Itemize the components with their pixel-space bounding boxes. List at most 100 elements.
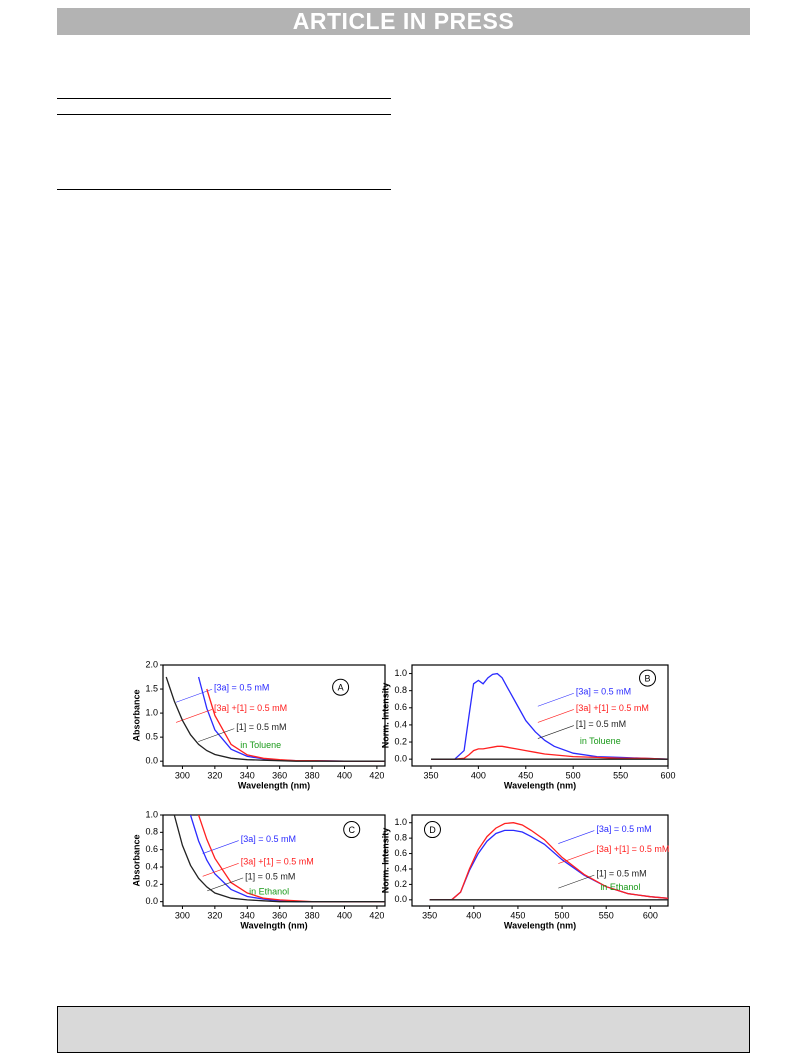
series-line [173, 815, 385, 903]
legend-label: [1] = 0.5 mM [576, 719, 626, 729]
legend-arrow [558, 830, 595, 844]
y-tick-label: 0.6 [394, 848, 407, 858]
x-tick-label: 350 [423, 770, 438, 780]
x-tick-label: 550 [613, 770, 628, 780]
plot-frame [411, 814, 669, 907]
x-tick-label: 600 [660, 770, 675, 780]
table-rule [57, 189, 391, 190]
legend-label: [3a] +[1] = 0.5 mM [576, 703, 649, 713]
y-tick-label: 0.2 [394, 736, 407, 746]
y-tick-label: 1.5 [145, 683, 158, 693]
x-tick-label: 600 [643, 910, 658, 920]
x-axis-label: Wavelngth (nm) [240, 920, 307, 930]
legend-label: [3a] = 0.5 mM [596, 824, 651, 834]
x-tick-label: 400 [337, 910, 352, 920]
x-axis-label: Wavelength (nm) [504, 920, 576, 930]
y-tick-label: 1.0 [145, 809, 158, 819]
panel-circle [343, 821, 361, 839]
y-axis-label: Norm. Intensity [380, 683, 390, 749]
x-tick-label: 400 [337, 770, 352, 780]
x-tick-label: 320 [207, 770, 222, 780]
x-tick-label: 340 [240, 770, 255, 780]
x-tick-label: 400 [466, 910, 481, 920]
y-tick-label: 0.5 [145, 732, 158, 742]
x-tick-label: 360 [272, 770, 287, 780]
legend-arrow [175, 709, 213, 723]
y-tick-label: 2.0 [145, 659, 158, 669]
annotation: in Ethanol [600, 882, 640, 892]
series-line [429, 822, 668, 901]
y-tick-label: 0.0 [145, 896, 158, 906]
x-tick-label: 300 [175, 770, 190, 780]
x-tick-label: 500 [555, 910, 570, 920]
legend-label: [3a] +[1] = 0.5 mM [596, 844, 669, 854]
y-axis-label: Absorbance [131, 689, 141, 741]
legend-label: [3a] +[1] = 0.5 mM [241, 857, 314, 867]
legend-label: [1] = 0.5 mM [236, 722, 286, 732]
x-tick-label: 320 [207, 910, 222, 920]
annotation: in Toluene [580, 736, 621, 746]
series-line [431, 745, 668, 760]
annotation: in Toluene [240, 740, 281, 750]
y-tick-label: 0.8 [394, 833, 407, 843]
y-tick-label: 0.8 [145, 827, 158, 837]
y-tick-label: 0.0 [394, 754, 407, 764]
x-tick-label: 400 [471, 770, 486, 780]
y-tick-label: 0.2 [145, 879, 158, 889]
x-tick-label: 450 [510, 910, 525, 920]
panel-label: C [348, 825, 355, 835]
legend-arrow [198, 728, 235, 742]
figure: 300 320 340 360 380 400 420 0.0 0.5 1.0 1.5 2.0 Wave… [131, 659, 675, 930]
y-tick-label: 1.0 [145, 707, 158, 717]
y-tick-label: 0.4 [145, 861, 158, 871]
running-header: ARTICLE IN PRESS [57, 8, 750, 35]
y-axis-label: Absorbance [131, 834, 141, 886]
panel-label: D [429, 825, 436, 835]
panel-label: A [338, 683, 344, 693]
legend-label: [1] = 0.5 mM [245, 871, 295, 881]
y-tick-label: 0.4 [394, 719, 407, 729]
y-tick-label: 0.0 [145, 756, 158, 766]
x-tick-label: 380 [305, 910, 320, 920]
x-tick-label: 450 [518, 770, 533, 780]
x-tick-label: 350 [422, 910, 437, 920]
legend-arrow [202, 840, 239, 854]
plot-frame [411, 664, 669, 767]
x-tick-label: 360 [272, 910, 287, 920]
legend-arrow [175, 688, 213, 703]
y-tick-label: 0.6 [145, 844, 158, 854]
legend-arrow [202, 863, 239, 877]
legend-arrow [558, 874, 595, 889]
panel-circle [639, 669, 657, 687]
x-axis-label: Wavelength (nm) [504, 780, 576, 790]
x-tick-label: 550 [599, 910, 614, 920]
table-rule [57, 114, 391, 115]
y-tick-label: 0.8 [394, 685, 407, 695]
legend-label: [3a] = 0.5 mM [241, 834, 296, 844]
x-tick-label: 300 [175, 910, 190, 920]
y-axis-label: Norm. Intensity [380, 828, 390, 894]
legend-label: [3a] = 0.5 mM [214, 683, 269, 693]
legend-label: [3a] +[1] = 0.5 mM [214, 703, 287, 713]
x-tick-label: 500 [566, 770, 581, 780]
legend-arrow [537, 709, 574, 723]
y-tick-label: 0.6 [394, 702, 407, 712]
series-line [431, 672, 668, 760]
footer-box [57, 1006, 750, 1053]
panel-circle [332, 678, 350, 696]
y-tick-label: 1.0 [394, 668, 407, 678]
y-tick-label: 1.0 [394, 817, 407, 827]
x-tick-label: 380 [305, 770, 320, 780]
x-tick-label: 420 [369, 910, 384, 920]
x-tick-label: 340 [240, 910, 255, 920]
plot-frame [162, 814, 386, 907]
x-axis-label: Wavelength (nm) [238, 780, 310, 790]
annotation: in Ethanol [249, 887, 289, 897]
table-rule [57, 98, 391, 99]
series-line [165, 676, 385, 762]
panel-label: B [645, 674, 651, 684]
legend-arrow [537, 725, 574, 739]
x-tick-label: 420 [369, 770, 384, 780]
legend-label: [1] = 0.5 mM [596, 869, 646, 879]
